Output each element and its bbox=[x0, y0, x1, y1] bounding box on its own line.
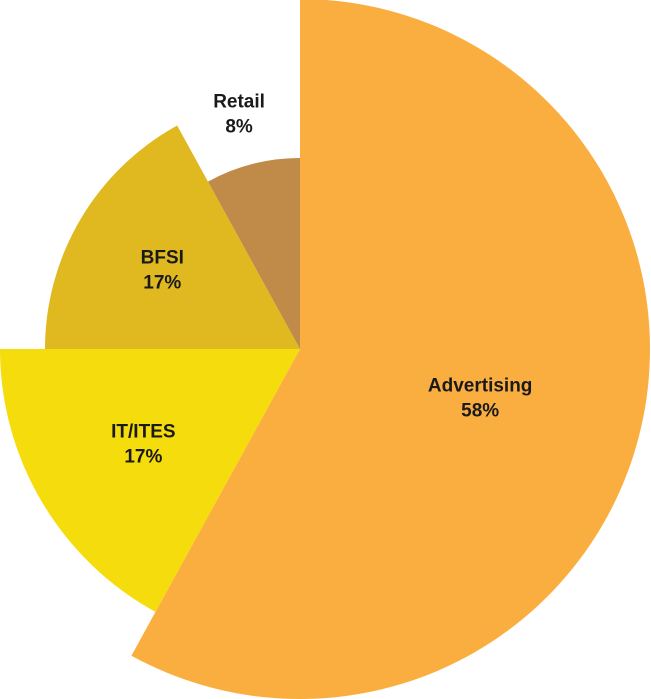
slice-label-value: 17% bbox=[143, 273, 181, 294]
slice-label: BFSI 17% bbox=[141, 248, 184, 294]
slice-label: Advertising 58% bbox=[428, 375, 533, 421]
slice-label-name: BFSI bbox=[141, 248, 184, 269]
slice-label-value: 58% bbox=[461, 400, 499, 421]
slice-label: Retail 8% bbox=[213, 92, 265, 138]
slice-retail bbox=[207, 158, 300, 349]
slice-label-name: Advertising bbox=[428, 375, 533, 396]
slice-label: IT/ITES 17% bbox=[111, 422, 175, 468]
slice-label-name: IT/ITES bbox=[111, 422, 175, 443]
slice-bfsi bbox=[45, 125, 300, 349]
slice-advertising bbox=[131, 0, 650, 699]
slice-it-ites bbox=[0, 349, 300, 612]
slice-label-value: 17% bbox=[124, 447, 162, 468]
slice-label-value: 8% bbox=[225, 117, 253, 138]
slice-label-name: Retail bbox=[213, 92, 265, 113]
